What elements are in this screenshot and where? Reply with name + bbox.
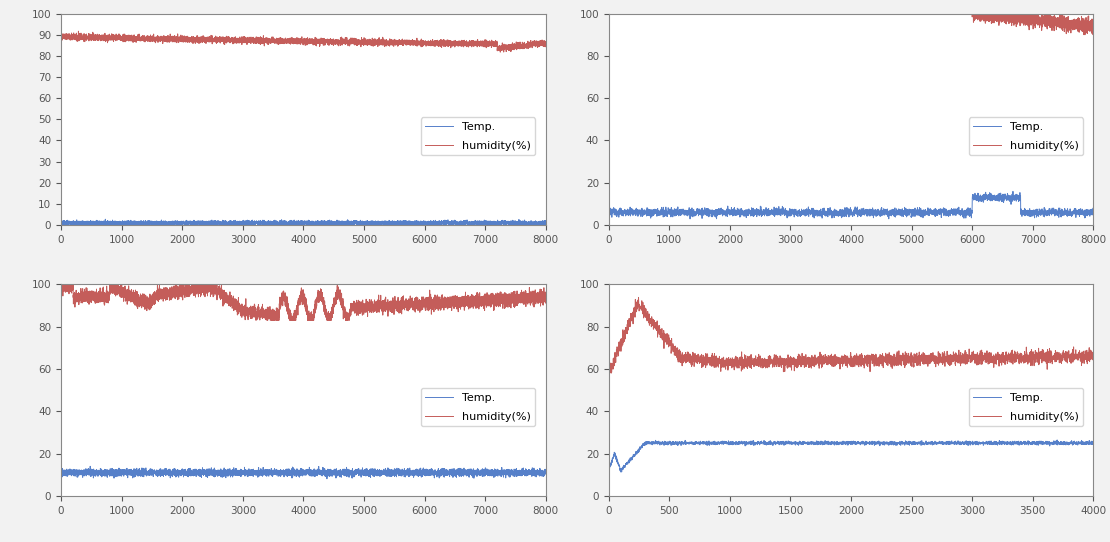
Legend: Temp., humidity(%): Temp., humidity(%) [969,118,1083,155]
Legend: Temp., humidity(%): Temp., humidity(%) [969,388,1083,426]
Legend: Temp., humidity(%): Temp., humidity(%) [421,388,535,426]
Legend: Temp., humidity(%): Temp., humidity(%) [421,118,535,155]
